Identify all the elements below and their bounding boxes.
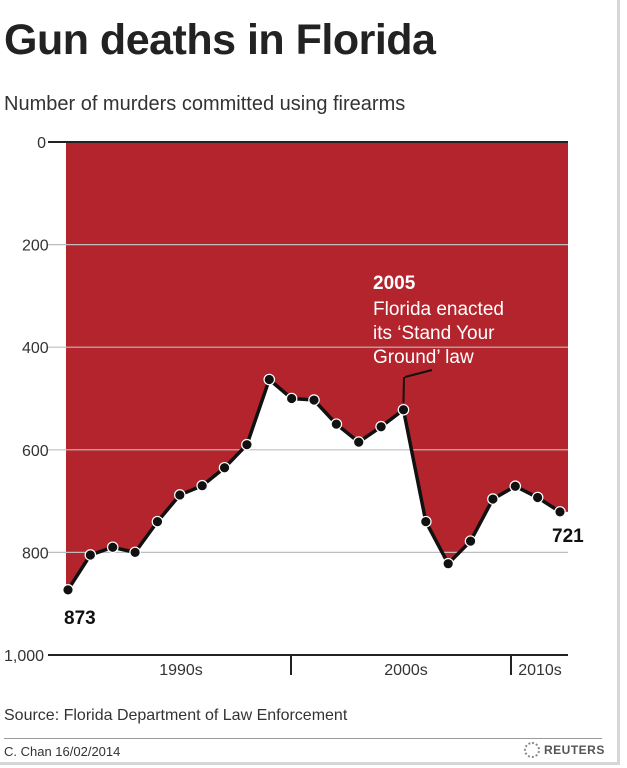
- area-chart: 0 200 400 600 800 1,000 1990s 2000s 2010s 873 721 2…: [4, 135, 584, 679]
- annotation-connector: [404, 369, 433, 378]
- data-point: [554, 506, 566, 518]
- start-value-label: 873: [64, 608, 96, 629]
- data-point: [397, 403, 410, 416]
- annotation-text-line: Ground’ law: [373, 347, 474, 368]
- area-fill: [66, 142, 568, 590]
- data-point: [106, 541, 119, 554]
- chart-subtitle: Number of murders committed using firear…: [4, 93, 406, 115]
- annotation-text-line: Florida enacted: [373, 299, 504, 320]
- reuters-logo-icon: [524, 742, 540, 758]
- data-point: [196, 479, 208, 492]
- annotation-year: 2005: [373, 273, 416, 294]
- data-point: [352, 436, 365, 448]
- x-period-label: 2000s: [384, 662, 428, 679]
- data-point: [442, 557, 454, 570]
- data-point: [174, 489, 186, 501]
- data-point: [62, 584, 74, 596]
- data-point: [285, 392, 298, 405]
- data-point: [151, 515, 164, 528]
- data-point: [420, 515, 432, 528]
- annotation-text-line: its ‘Stand Your: [373, 323, 495, 344]
- y-tick-label: 0: [37, 135, 46, 152]
- x-period-label: 1990s: [159, 662, 203, 679]
- brand-name: REUTERS: [544, 743, 605, 757]
- footer-divider: [4, 738, 602, 739]
- y-tick-label: 400: [22, 340, 49, 357]
- data-point: [84, 549, 97, 561]
- data-point: [241, 438, 253, 451]
- data-point: [509, 480, 522, 493]
- data-point: [308, 394, 320, 406]
- data-point: [464, 535, 477, 547]
- data-point: [129, 546, 141, 559]
- y-tick-label: 800: [22, 545, 49, 562]
- data-point: [531, 491, 544, 504]
- y-tick-label: 200: [22, 238, 49, 255]
- y-tick-label: 1,000: [4, 648, 44, 665]
- data-point: [487, 493, 499, 505]
- source-note: Source: Florida Department of Law Enforc…: [4, 707, 348, 724]
- data-point: [263, 373, 276, 386]
- reuters-brand: REUTERS: [524, 742, 605, 758]
- data-point: [218, 461, 231, 474]
- data-point: [330, 418, 343, 430]
- x-period-label: 2010s: [518, 662, 562, 679]
- data-point: [375, 420, 387, 433]
- credit-line: C. Chan 16/02/2014: [4, 744, 121, 759]
- chart-title: Gun deaths in Florida: [4, 16, 436, 64]
- y-tick-label: 600: [22, 443, 49, 460]
- annotation-leader-line: [402, 376, 405, 403]
- end-value-label: 721: [552, 526, 584, 547]
